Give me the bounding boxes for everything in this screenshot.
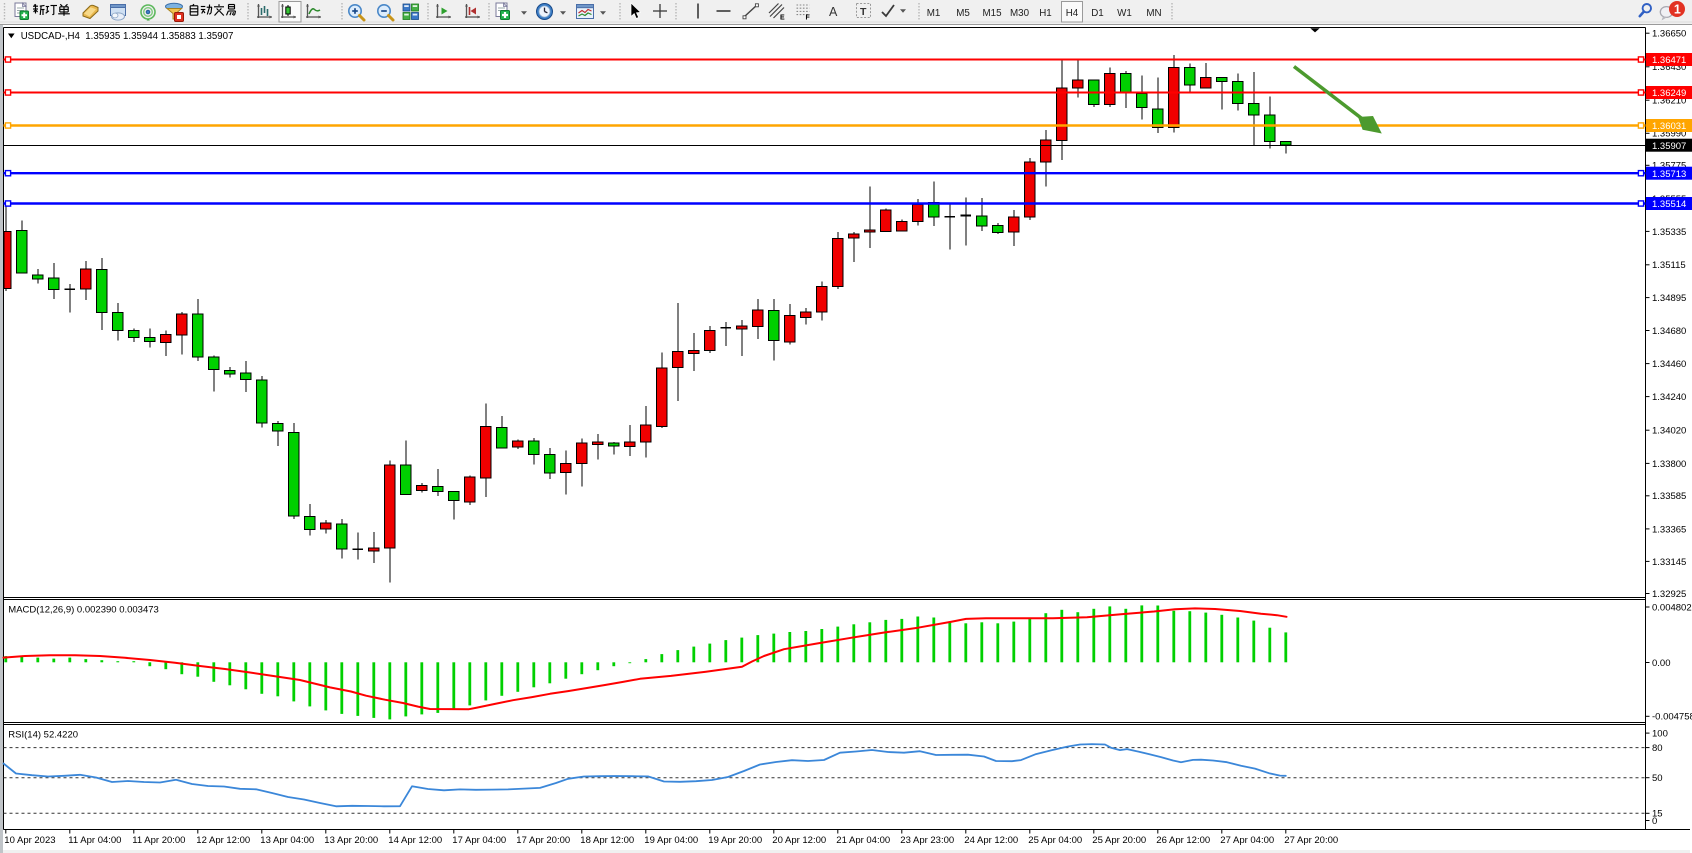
svg-text:1: 1	[1674, 2, 1681, 16]
svg-text:1.35990: 1.35990	[1652, 129, 1686, 140]
svg-text:M5: M5	[956, 8, 970, 19]
svg-text:H1: H1	[1039, 8, 1052, 19]
svg-text:1.33585: 1.33585	[1652, 491, 1686, 502]
svg-text:10 Apr 2023: 10 Apr 2023	[4, 835, 55, 846]
svg-text:21 Apr 04:00: 21 Apr 04:00	[836, 835, 890, 846]
svg-text:1.36430: 1.36430	[1652, 62, 1686, 73]
svg-text:1.34680: 1.34680	[1652, 326, 1686, 337]
svg-text:26 Apr 12:00: 26 Apr 12:00	[1156, 835, 1210, 846]
svg-text:18 Apr 12:00: 18 Apr 12:00	[580, 835, 634, 846]
svg-text:17 Apr 04:00: 17 Apr 04:00	[452, 835, 506, 846]
svg-text:W1: W1	[1117, 8, 1132, 19]
svg-text:1.33145: 1.33145	[1652, 557, 1686, 568]
svg-text:USDCAD-,H4 1.35935 1.35944 1.: USDCAD-,H4 1.35935 1.35944 1.35883 1.359…	[21, 31, 234, 42]
svg-text:1.36471: 1.36471	[1652, 55, 1686, 66]
svg-text:1.36650: 1.36650	[1652, 29, 1686, 40]
svg-text:100: 100	[1652, 729, 1668, 740]
svg-text:1.35115: 1.35115	[1652, 260, 1686, 271]
svg-text:13 Apr 04:00: 13 Apr 04:00	[260, 835, 314, 846]
svg-text:14 Apr 12:00: 14 Apr 12:00	[388, 835, 442, 846]
svg-text:1.36031: 1.36031	[1652, 121, 1686, 132]
svg-text:12 Apr 12:00: 12 Apr 12:00	[196, 835, 250, 846]
svg-text:80: 80	[1652, 743, 1663, 754]
svg-text:11 Apr 20:00: 11 Apr 20:00	[132, 835, 185, 846]
svg-text:20 Apr 12:00: 20 Apr 12:00	[772, 835, 826, 846]
svg-text:F: F	[806, 15, 811, 22]
svg-text:0.00: 0.00	[1652, 658, 1671, 669]
svg-text:T: T	[860, 6, 867, 18]
svg-text:RSI(14) 52.4220: RSI(14) 52.4220	[8, 730, 78, 741]
svg-text:M1: M1	[927, 8, 941, 19]
svg-text:1.35514: 1.35514	[1652, 199, 1686, 210]
svg-text:13 Apr 20:00: 13 Apr 20:00	[324, 835, 378, 846]
svg-text:1.35775: 1.35775	[1652, 161, 1686, 172]
svg-text:MACD(12,26,9) 0.002390 0.00347: MACD(12,26,9) 0.002390 0.003473	[8, 605, 159, 616]
svg-text:24 Apr 12:00: 24 Apr 12:00	[964, 835, 1018, 846]
svg-text:0.004802: 0.004802	[1652, 602, 1692, 613]
svg-text:25 Apr 04:00: 25 Apr 04:00	[1028, 835, 1082, 846]
svg-text:25 Apr 20:00: 25 Apr 20:00	[1092, 835, 1146, 846]
svg-text:19 Apr 20:00: 19 Apr 20:00	[708, 835, 762, 846]
svg-text:1.35907: 1.35907	[1652, 141, 1686, 152]
svg-text:15: 15	[1652, 809, 1663, 820]
svg-text:1.36249: 1.36249	[1652, 88, 1686, 99]
svg-text:19 Apr 04:00: 19 Apr 04:00	[644, 835, 698, 846]
svg-text:50: 50	[1652, 773, 1663, 784]
svg-text:A: A	[829, 5, 838, 19]
svg-text:23 Apr 23:00: 23 Apr 23:00	[900, 835, 954, 846]
svg-text:1.33365: 1.33365	[1652, 524, 1686, 535]
svg-text:0: 0	[1652, 816, 1657, 827]
svg-text:-0.004758: -0.004758	[1652, 712, 1692, 723]
svg-text:M15: M15	[982, 8, 1002, 19]
svg-text:1.34240: 1.34240	[1652, 392, 1686, 403]
svg-text:1.35713: 1.35713	[1652, 169, 1686, 180]
svg-text:MN: MN	[1146, 8, 1161, 19]
svg-text:27 Apr 20:00: 27 Apr 20:00	[1284, 835, 1338, 846]
svg-text:1.36210: 1.36210	[1652, 96, 1686, 107]
svg-text:1.34895: 1.34895	[1652, 293, 1686, 304]
svg-text:D1: D1	[1091, 8, 1104, 19]
svg-text:H4: H4	[1066, 8, 1079, 19]
svg-text:11 Apr 04:00: 11 Apr 04:00	[68, 835, 121, 846]
svg-text:E: E	[780, 15, 785, 22]
svg-text:1.34020: 1.34020	[1652, 426, 1686, 437]
svg-text:17 Apr 20:00: 17 Apr 20:00	[516, 835, 570, 846]
svg-text:27 Apr 04:00: 27 Apr 04:00	[1220, 835, 1274, 846]
svg-text:1.32925: 1.32925	[1652, 589, 1686, 600]
svg-text:1.33800: 1.33800	[1652, 459, 1686, 470]
svg-text:1.35335: 1.35335	[1652, 227, 1686, 238]
svg-text:1.34460: 1.34460	[1652, 359, 1686, 370]
svg-text:M30: M30	[1010, 8, 1030, 19]
